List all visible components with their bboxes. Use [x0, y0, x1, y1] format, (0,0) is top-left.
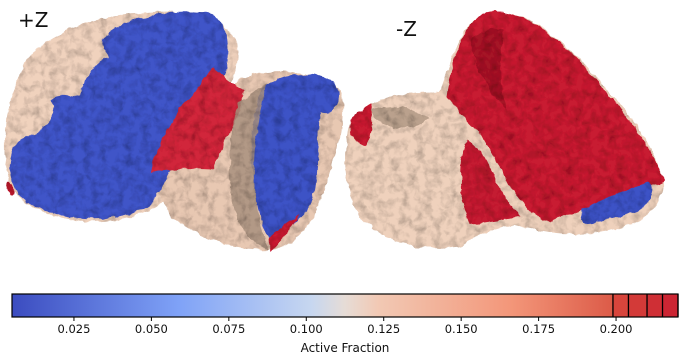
comet-plus-blue-small: [251, 74, 339, 241]
comet-view-plus-z: [4, 11, 344, 252]
colorbar-tick-label: 0.025: [57, 322, 90, 336]
view-label-plus-z: +Z: [18, 8, 49, 32]
colorbar-ticks: 0.025 0.050 0.075 0.100 0.125 0.150 0.175 0.200: [57, 317, 633, 336]
colorbar-level-block: [647, 294, 663, 317]
colorbar-tick-label: 0.100: [290, 322, 323, 336]
colorbar-tick-label: 0.150: [445, 322, 478, 336]
comet-view-minus-z: [345, 11, 664, 249]
colorbar-tick-label: 0.200: [600, 322, 633, 336]
colorbar-gradient: [12, 294, 678, 317]
colorbar: 0.025 0.050 0.075 0.100 0.125 0.150 0.175 0.200…: [11, 293, 679, 355]
comet-minus-red-left: [350, 104, 373, 146]
colorbar-tick-label: 0.050: [135, 322, 168, 336]
comet-minus-crevice: [372, 106, 430, 128]
colorbar-outline: [11, 293, 679, 318]
comet-plus-red-dot: [7, 183, 13, 196]
comet-minus-blue: [580, 182, 653, 224]
colorbar-level-block: [662, 294, 678, 317]
comet-minus-red-shadow: [470, 28, 508, 110]
comet-plus-red-neck: [150, 66, 244, 172]
colorbar-tick-label: 0.175: [522, 322, 555, 336]
comet-plus-neck-shadow: [229, 84, 270, 250]
colorbar-tick-label: 0.075: [212, 322, 245, 336]
comet-minus-red-lower: [461, 140, 520, 224]
colorbar-level-block: [628, 294, 648, 317]
comet-plus-red-sliver: [268, 214, 300, 252]
colorbar-level-block: [612, 294, 629, 317]
colorbar-label: Active Fraction: [301, 341, 390, 355]
comet-plus-blue-main: [9, 11, 228, 220]
view-label-minus-z: -Z: [396, 17, 417, 41]
colorbar-tick-label: 0.125: [367, 322, 400, 336]
colorbar-levels: [612, 294, 679, 317]
